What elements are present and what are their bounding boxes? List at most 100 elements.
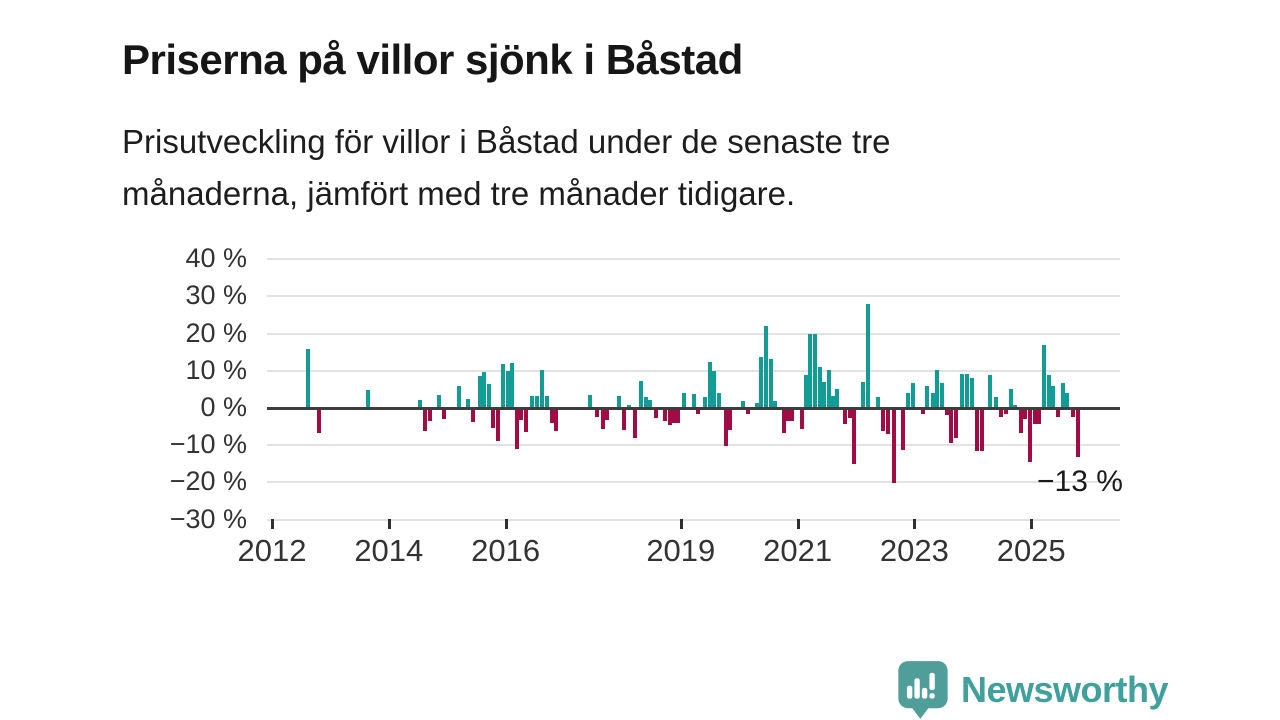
bar-positive [969,378,974,408]
bar-positive [831,396,836,408]
bar-negative [979,409,984,452]
bar-positive [1042,344,1047,408]
bar-positive [817,367,822,408]
x-axis-tick [679,519,683,529]
bar-positive [505,370,510,408]
bar-negative [600,409,605,430]
y-axis-label: 0 % [200,392,247,422]
x-axis-label: 2025 [996,533,1066,568]
bar-negative [491,409,496,428]
y-axis-label: −10 % [169,429,247,460]
bar-positive [466,399,471,408]
logo-exclamation-stem [929,672,935,690]
bar-positive [708,362,712,408]
bar-negative [953,409,958,439]
bar-negative [524,409,529,432]
bar-positive [988,374,993,408]
bar-negative [653,409,658,418]
zero-axis-line [267,407,1120,410]
bar-negative [1028,409,1033,462]
bar-positive [365,389,370,408]
bar-positive [617,396,622,408]
x-axis-tick [913,519,917,529]
y-axis-label: −30 % [169,503,247,534]
bar-positive [481,371,486,408]
x-axis-label: 2014 [354,533,424,568]
bar-positive [925,386,930,408]
bar-negative [949,409,954,443]
bar-negative [1056,409,1061,418]
bar-negative [595,409,600,418]
bar-negative [696,409,701,414]
gridline [267,295,1120,298]
bar-negative [605,409,610,421]
bar-negative [496,409,500,441]
x-axis-label: 2023 [879,533,949,568]
y-axis-label: 30 % [185,280,247,311]
x-axis-label: 2021 [763,533,833,568]
bar-negative [663,409,668,421]
bar-positive [821,381,826,408]
bar-positive [764,326,769,408]
x-axis-tick [504,519,508,529]
bar-negative [1037,409,1042,424]
bar-negative [519,409,524,420]
bar-negative [781,409,786,433]
bar-positive [1046,374,1051,408]
bar-negative [632,409,637,439]
bar-positive [994,396,999,408]
brand-footer: Newsworthy [896,660,1169,720]
bar-positive [813,333,818,408]
bar-negative [786,409,791,421]
bar-positive [627,405,632,408]
gridline [267,258,1120,261]
bar-positive [437,394,442,408]
bar-negative [745,409,750,415]
y-axis-label: 40 % [185,243,247,274]
gridline [267,369,1120,372]
bar-positive [1008,389,1013,408]
bar-negative [441,409,446,420]
bar-positive [768,359,773,408]
bar-positive [741,400,746,408]
bar-positive [835,389,840,408]
bar-positive [905,393,910,408]
bar-negative [1003,409,1008,414]
bar-negative [1075,409,1080,458]
x-axis-tick [387,519,391,529]
bar-negative [852,409,857,464]
bar-negative [728,409,733,430]
y-axis-label: −20 % [169,466,247,497]
bar-negative [1018,409,1023,433]
subtitle-line-1: Prisutveckling för villor i Båstad under… [122,123,891,160]
bar-positive [716,393,721,408]
bar-positive [1013,404,1018,408]
x-axis-tick [796,519,800,529]
x-axis-label: 2016 [471,533,541,568]
bar-positive [457,385,462,408]
bar-positive [861,381,865,408]
y-axis-label: 10 % [185,354,247,385]
brand-name: Newsworthy [961,669,1169,710]
bar-positive [643,397,648,408]
bar-positive [417,400,422,408]
bar-negative [1033,409,1038,424]
bar-negative [880,409,885,431]
bar-positive [639,381,644,408]
last-value-annotation: −13 % [1037,464,1123,498]
bar-positive [826,370,831,408]
bar-positive [703,397,708,408]
bar-positive [803,374,808,408]
bar-positive [588,394,593,408]
bar-negative [999,409,1004,418]
bar-positive [759,357,764,408]
bar-negative [891,409,896,484]
bar-positive [939,383,944,408]
bar-negative [549,409,554,423]
logo-bar-2 [914,678,920,699]
bar-negative [842,409,847,424]
logo-bar-3 [921,687,928,699]
gridline [267,518,1120,521]
subtitle-line-2: månaderna, jämfört med tre månader tidig… [122,175,796,212]
